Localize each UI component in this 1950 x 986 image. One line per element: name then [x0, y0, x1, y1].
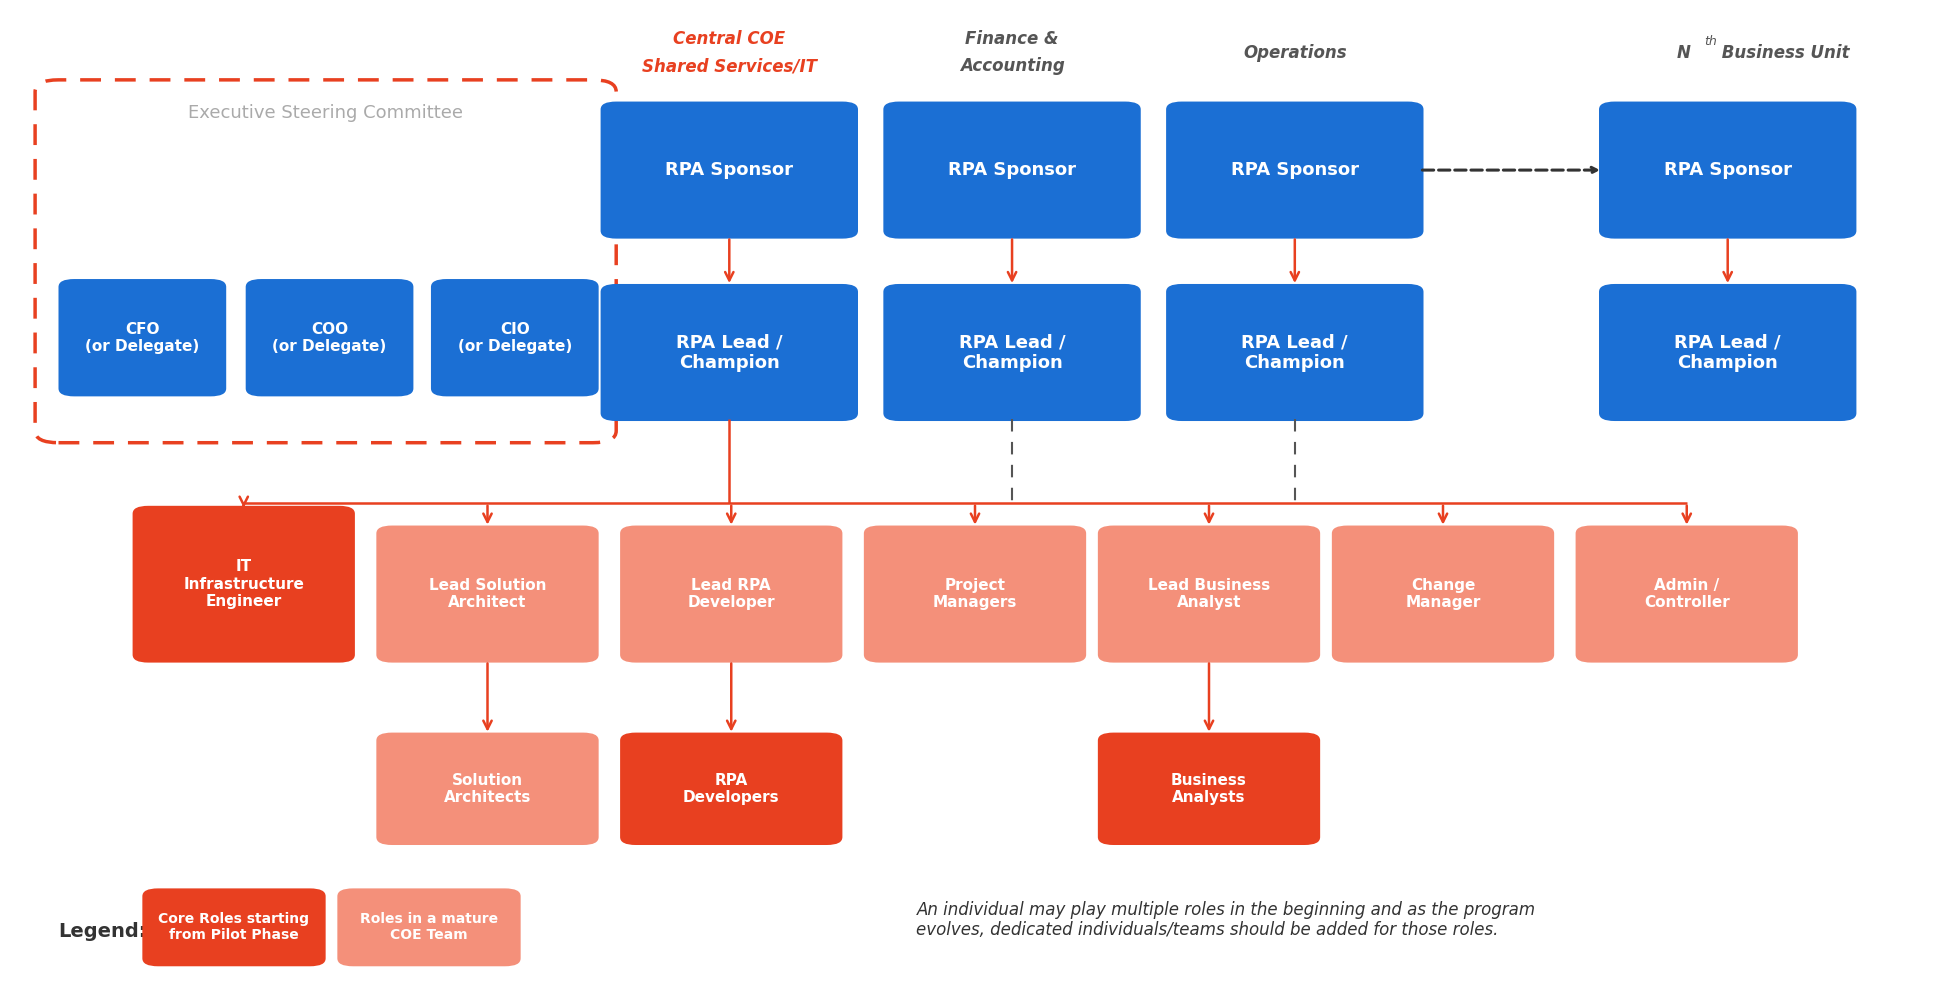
Text: An individual may play multiple roles in the beginning and as the program
evolve: An individual may play multiple roles in… [916, 900, 1537, 940]
FancyBboxPatch shape [1576, 526, 1798, 663]
Text: Executive Steering Committee: Executive Steering Committee [187, 105, 464, 122]
FancyBboxPatch shape [1599, 102, 1856, 239]
FancyBboxPatch shape [1166, 284, 1424, 421]
FancyBboxPatch shape [337, 888, 521, 966]
Text: RPA Lead /
Champion: RPA Lead / Champion [959, 333, 1065, 372]
Text: Roles in a mature
COE Team: Roles in a mature COE Team [361, 912, 497, 943]
Text: Admin /
Controller: Admin / Controller [1644, 578, 1730, 610]
FancyBboxPatch shape [376, 733, 599, 845]
FancyBboxPatch shape [1332, 526, 1554, 663]
Text: Lead RPA
Developer: Lead RPA Developer [688, 578, 774, 610]
Text: RPA Lead /
Champion: RPA Lead / Champion [677, 333, 782, 372]
FancyBboxPatch shape [133, 506, 355, 663]
FancyBboxPatch shape [1098, 733, 1320, 845]
Text: Legend:: Legend: [58, 922, 146, 942]
Text: Operations: Operations [1242, 44, 1347, 62]
FancyBboxPatch shape [620, 526, 842, 663]
FancyBboxPatch shape [1166, 102, 1424, 239]
Text: Project
Managers: Project Managers [932, 578, 1018, 610]
Text: Core Roles starting
from Pilot Phase: Core Roles starting from Pilot Phase [158, 912, 310, 943]
Text: Lead Business
Analyst: Lead Business Analyst [1149, 578, 1269, 610]
FancyBboxPatch shape [883, 102, 1141, 239]
FancyBboxPatch shape [1599, 284, 1856, 421]
Text: RPA Sponsor: RPA Sponsor [948, 161, 1076, 179]
Text: N: N [1677, 44, 1691, 62]
Text: Business
Analysts: Business Analysts [1172, 773, 1246, 805]
Text: Finance &: Finance & [965, 31, 1059, 48]
Text: Accounting: Accounting [959, 57, 1065, 75]
Text: Change
Manager: Change Manager [1406, 578, 1480, 610]
Text: Shared Services/IT: Shared Services/IT [642, 57, 817, 75]
FancyBboxPatch shape [58, 279, 226, 396]
FancyBboxPatch shape [883, 284, 1141, 421]
Text: IT
Infrastructure
Engineer: IT Infrastructure Engineer [183, 559, 304, 609]
Text: CIO
(or Delegate): CIO (or Delegate) [458, 321, 571, 354]
FancyBboxPatch shape [1098, 526, 1320, 663]
Text: RPA Sponsor: RPA Sponsor [665, 161, 794, 179]
Text: RPA
Developers: RPA Developers [682, 773, 780, 805]
FancyBboxPatch shape [246, 279, 413, 396]
Text: RPA Sponsor: RPA Sponsor [1230, 161, 1359, 179]
Text: th: th [1704, 35, 1718, 48]
Text: Business Unit: Business Unit [1716, 44, 1851, 62]
Text: COO
(or Delegate): COO (or Delegate) [273, 321, 386, 354]
Text: Lead Solution
Architect: Lead Solution Architect [429, 578, 546, 610]
FancyBboxPatch shape [376, 526, 599, 663]
Text: RPA Lead /
Champion: RPA Lead / Champion [1242, 333, 1347, 372]
FancyBboxPatch shape [601, 284, 858, 421]
Text: CFO
(or Delegate): CFO (or Delegate) [86, 321, 199, 354]
FancyBboxPatch shape [601, 102, 858, 239]
Text: RPA Sponsor: RPA Sponsor [1663, 161, 1792, 179]
Text: RPA Lead /
Champion: RPA Lead / Champion [1675, 333, 1780, 372]
FancyBboxPatch shape [620, 733, 842, 845]
Text: Central COE: Central COE [673, 31, 786, 48]
FancyBboxPatch shape [864, 526, 1086, 663]
Text: Solution
Architects: Solution Architects [445, 773, 530, 805]
FancyBboxPatch shape [142, 888, 326, 966]
FancyBboxPatch shape [431, 279, 599, 396]
